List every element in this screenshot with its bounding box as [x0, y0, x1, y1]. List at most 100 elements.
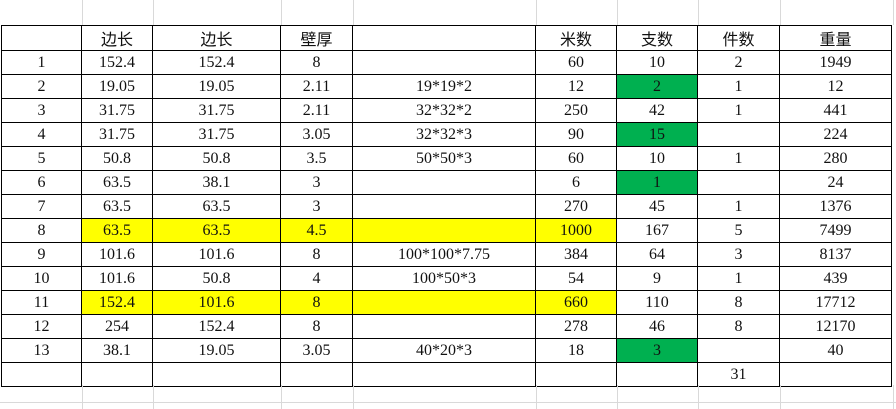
cell-meters[interactable]: 270: [535, 194, 617, 219]
cell-meters[interactable]: 90: [535, 122, 617, 147]
cell-spec[interactable]: 19*19*2: [352, 74, 536, 99]
header-cell-spec[interactable]: [352, 25, 536, 51]
cell-meters[interactable]: 1000: [535, 218, 617, 243]
cell-side1[interactable]: 63.5: [81, 170, 153, 195]
cell-thickness[interactable]: 3.05: [280, 338, 353, 363]
cell-spec[interactable]: [352, 170, 536, 195]
cell-weight[interactable]: 441: [779, 98, 892, 123]
cell-bundles[interactable]: [697, 122, 780, 147]
cell-num[interactable]: 3: [1, 98, 82, 123]
cell-side1[interactable]: 254: [81, 314, 153, 339]
cell-side2[interactable]: 152.4: [152, 50, 281, 75]
cell-num[interactable]: 12: [1, 314, 82, 339]
cell-side1[interactable]: [81, 362, 153, 387]
cell-spec[interactable]: 100*100*7.75: [352, 242, 536, 267]
cell-thickness[interactable]: 8: [280, 290, 353, 315]
cell-pieces[interactable]: 10: [616, 146, 698, 171]
cell-num[interactable]: 7: [1, 194, 82, 219]
cell-thickness[interactable]: 8: [280, 314, 353, 339]
cell-meters[interactable]: [535, 362, 617, 387]
cell-thickness[interactable]: 4.5: [280, 218, 353, 243]
cell-num[interactable]: 13: [1, 338, 82, 363]
cell-meters[interactable]: 384: [535, 242, 617, 267]
cell-num[interactable]: 10: [1, 266, 82, 291]
cell-spec[interactable]: 40*20*3: [352, 338, 536, 363]
cell-weight[interactable]: [779, 362, 892, 387]
cell-side2[interactable]: 31.75: [152, 98, 281, 123]
cell-pieces[interactable]: 3: [616, 338, 698, 363]
header-cell-side1[interactable]: 边长: [81, 25, 153, 51]
cell-weight[interactable]: 8137: [779, 242, 892, 267]
cell-side2[interactable]: 38.1: [152, 170, 281, 195]
cell-thickness[interactable]: 4: [280, 266, 353, 291]
cell-side1[interactable]: 50.8: [81, 146, 153, 171]
cell-thickness[interactable]: 8: [280, 242, 353, 267]
cell-side2[interactable]: 31.75: [152, 122, 281, 147]
cell-side2[interactable]: 50.8: [152, 266, 281, 291]
header-cell-meters[interactable]: 米数: [535, 25, 617, 51]
empty-rows-below-table[interactable]: [0, 385, 896, 409]
cell-thickness[interactable]: 8: [280, 50, 353, 75]
cell-bundles[interactable]: 1: [697, 74, 780, 99]
cell-side1[interactable]: 152.4: [81, 50, 153, 75]
cell-weight[interactable]: 7499: [779, 218, 892, 243]
cell-thickness[interactable]: 3: [280, 194, 353, 219]
cell-weight[interactable]: 40: [779, 338, 892, 363]
header-cell-pieces[interactable]: 支数: [616, 25, 698, 51]
cell-side2[interactable]: 19.05: [152, 338, 281, 363]
cell-thickness[interactable]: 3: [280, 170, 353, 195]
cell-weight[interactable]: 1949: [779, 50, 892, 75]
empty-row-above-table[interactable]: [0, 0, 896, 25]
cell-side1[interactable]: 38.1: [81, 338, 153, 363]
cell-meters[interactable]: 18: [535, 338, 617, 363]
cell-weight[interactable]: 12: [779, 74, 892, 99]
cell-side1[interactable]: 101.6: [81, 242, 153, 267]
cell-pieces[interactable]: 9: [616, 266, 698, 291]
cell-side2[interactable]: 50.8: [152, 146, 281, 171]
cell-bundles[interactable]: [697, 170, 780, 195]
cell-num[interactable]: 4: [1, 122, 82, 147]
header-cell-side2[interactable]: 边长: [152, 25, 281, 51]
cell-thickness[interactable]: 3.05: [280, 122, 353, 147]
cell-spec[interactable]: [352, 362, 536, 387]
cell-thickness[interactable]: 3.5: [280, 146, 353, 171]
cell-side1[interactable]: 101.6: [81, 266, 153, 291]
cell-spec[interactable]: [352, 194, 536, 219]
cell-thickness[interactable]: [280, 362, 353, 387]
cell-spec[interactable]: 32*32*3: [352, 122, 536, 147]
cell-bundles[interactable]: 5: [697, 218, 780, 243]
cell-spec[interactable]: 100*50*3: [352, 266, 536, 291]
cell-side2[interactable]: 19.05: [152, 74, 281, 99]
cell-num[interactable]: 5: [1, 146, 82, 171]
cell-num[interactable]: 9: [1, 242, 82, 267]
cell-side1[interactable]: 31.75: [81, 98, 153, 123]
cell-thickness[interactable]: 2.11: [280, 74, 353, 99]
cell-num[interactable]: 8: [1, 218, 82, 243]
cell-pieces[interactable]: 64: [616, 242, 698, 267]
cell-bundles[interactable]: 1: [697, 98, 780, 123]
cell-bundles[interactable]: 1: [697, 194, 780, 219]
cell-meters[interactable]: 60: [535, 146, 617, 171]
cell-bundles[interactable]: 8: [697, 314, 780, 339]
header-cell-thickness[interactable]: 壁厚: [280, 25, 353, 51]
header-cell-weight[interactable]: 重量: [779, 25, 892, 51]
cell-spec[interactable]: [352, 314, 536, 339]
cell-side2[interactable]: 101.6: [152, 242, 281, 267]
cell-num[interactable]: 11: [1, 290, 82, 315]
cell-weight[interactable]: 280: [779, 146, 892, 171]
header-cell-bundles[interactable]: 件数: [697, 25, 780, 51]
cell-pieces[interactable]: 45: [616, 194, 698, 219]
cell-bundles[interactable]: 1: [697, 266, 780, 291]
cell-pieces[interactable]: 2: [616, 74, 698, 99]
cell-meters[interactable]: 12: [535, 74, 617, 99]
cell-side2[interactable]: 63.5: [152, 218, 281, 243]
cell-num[interactable]: 1: [1, 50, 82, 75]
cell-spec[interactable]: [352, 50, 536, 75]
cell-pieces[interactable]: 167: [616, 218, 698, 243]
cell-pieces[interactable]: 46: [616, 314, 698, 339]
cell-bundles[interactable]: 2: [697, 50, 780, 75]
cell-side1[interactable]: 31.75: [81, 122, 153, 147]
cell-num[interactable]: 6: [1, 170, 82, 195]
cell-bundles[interactable]: 3: [697, 242, 780, 267]
cell-weight[interactable]: 17712: [779, 290, 892, 315]
